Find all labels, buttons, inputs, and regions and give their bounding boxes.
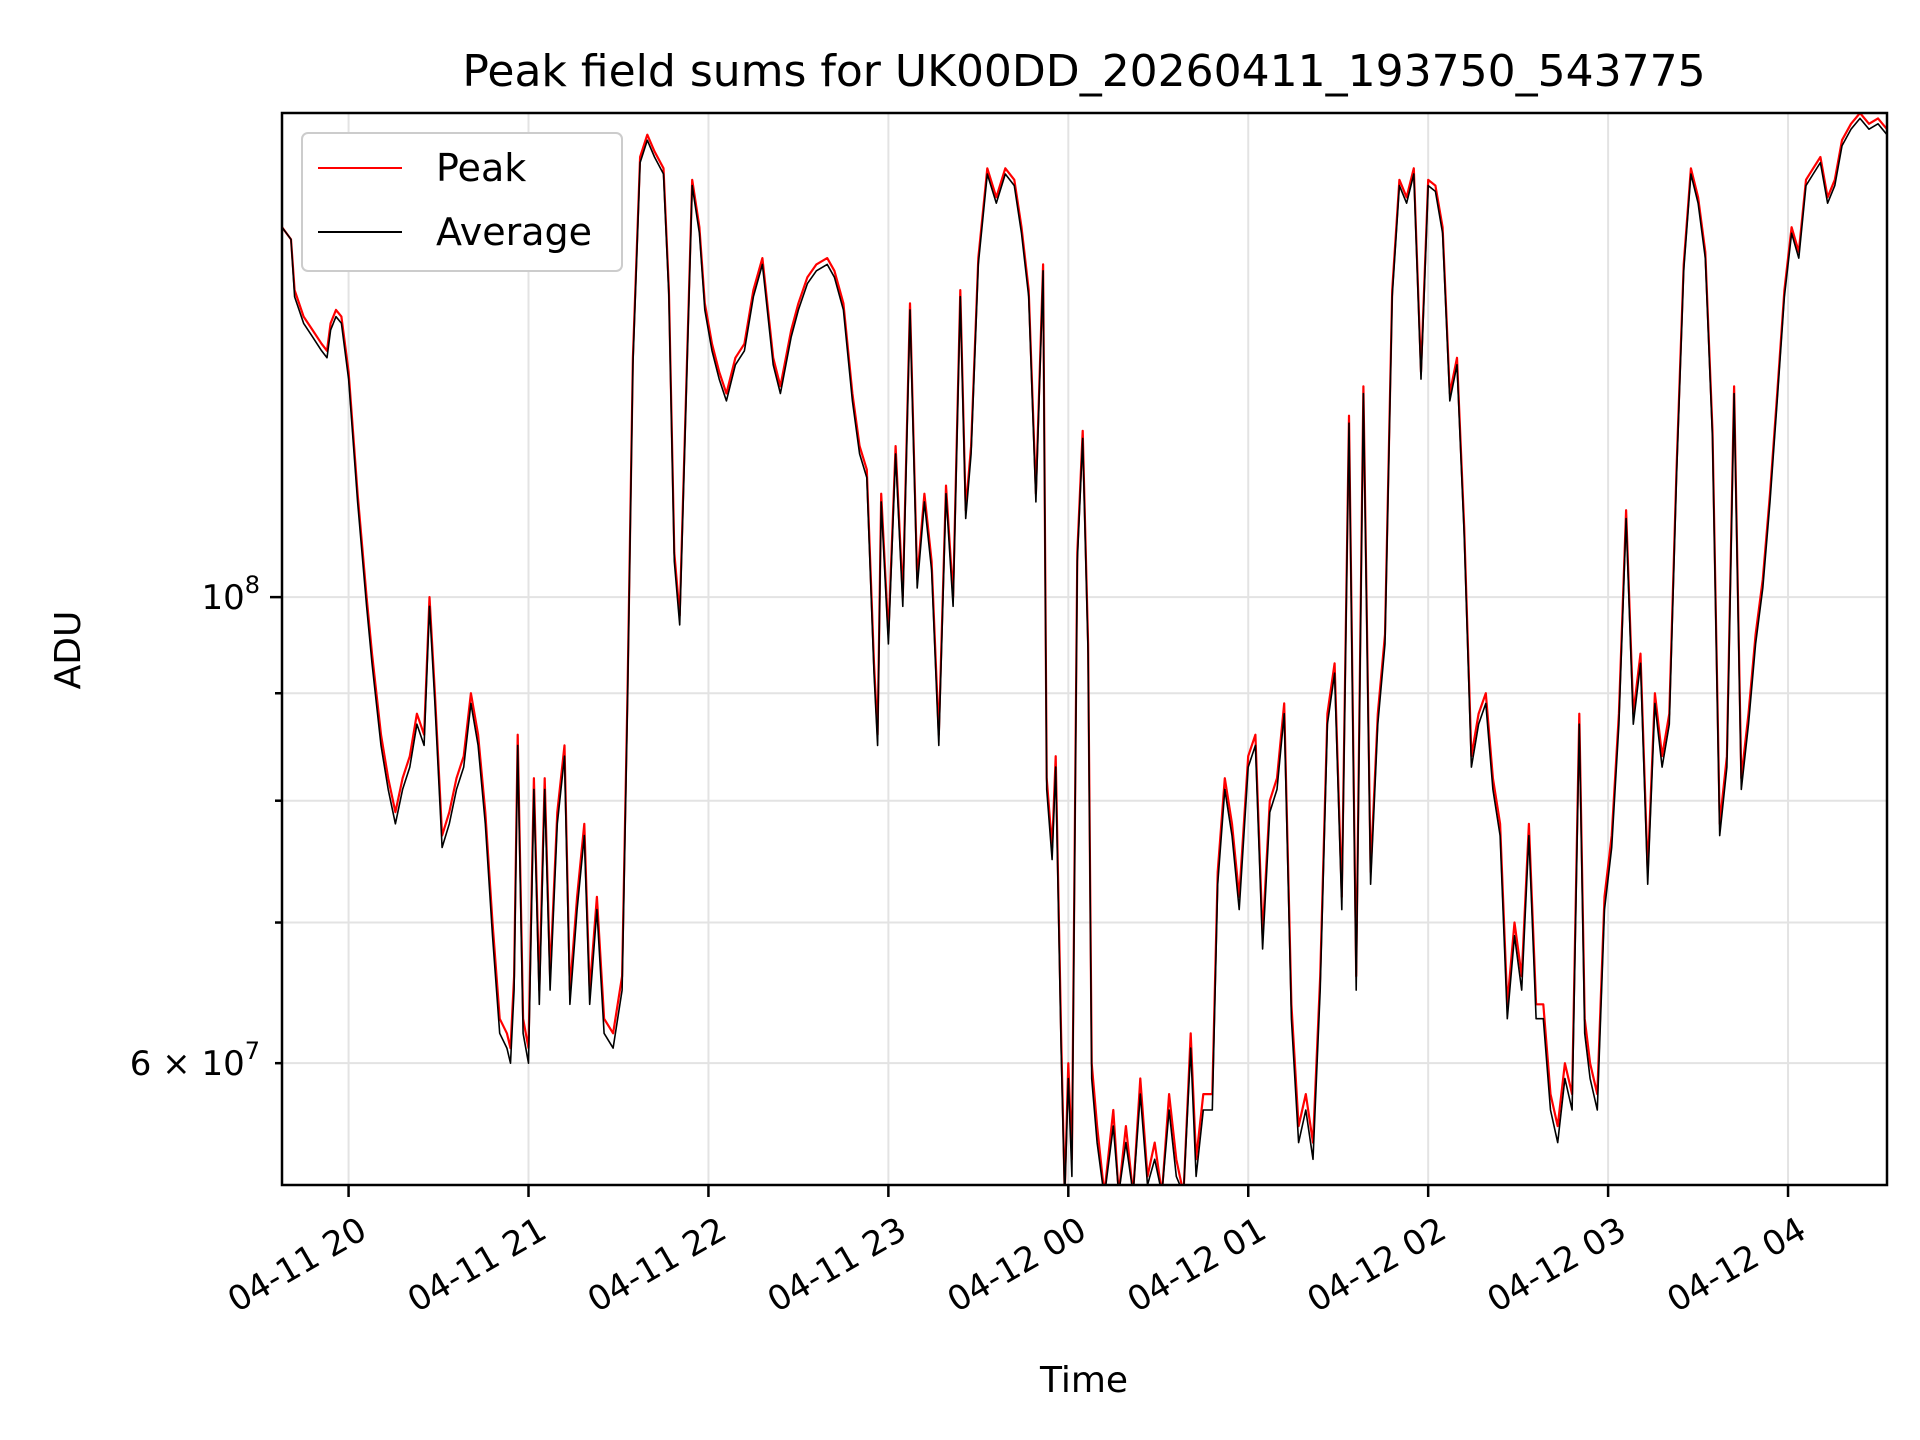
y-axis-label: ADU [48,611,89,690]
chart-title: Peak field sums for UK00DD_20260411_1937… [462,46,1705,97]
y-tick-label: 6 × 107 [130,1037,260,1084]
legend: Peak Average [301,132,623,272]
plot-frame [280,111,1889,1187]
series-line-average [282,117,1887,1185]
x-axis-label: Time [1039,1360,1128,1401]
legend-label-average: Average [436,210,592,254]
y-axis: 108 6 × 107 [130,571,282,1084]
legend-label-peak: Peak [436,146,526,190]
series-layer [282,113,1887,1185]
y-tick-label: 108 [201,571,260,618]
